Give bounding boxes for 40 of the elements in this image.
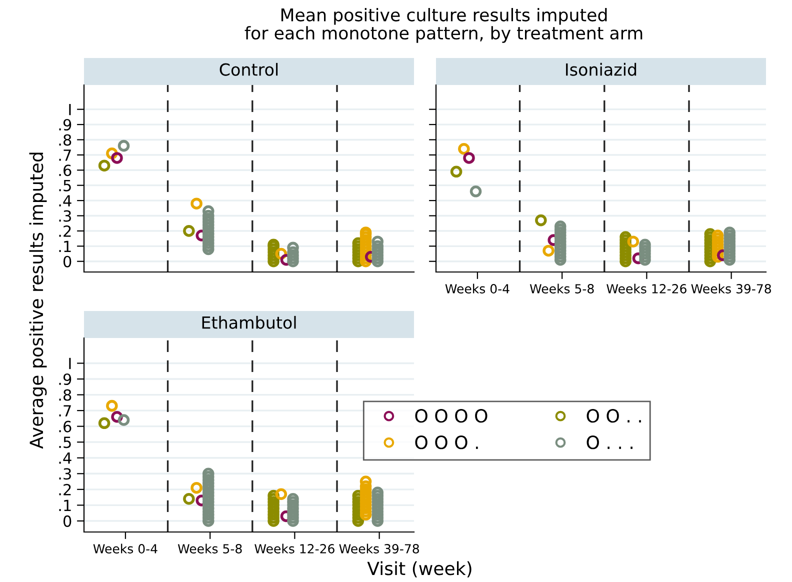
legend-label: O O . . <box>586 409 641 423</box>
x-tick-label: Weeks 0-4 <box>445 284 510 294</box>
y-tick-label: .1 <box>59 500 71 511</box>
y-tick-label: .6 <box>59 164 72 176</box>
legend-label: O O O . <box>415 436 478 450</box>
chart-title: Control <box>220 62 278 76</box>
y-tick-label: .6 <box>59 420 72 432</box>
y-tick-label: .3 <box>59 210 71 222</box>
chart-title: Isoniazid <box>566 62 636 76</box>
y-tick-label: I <box>69 104 71 116</box>
legend-label: O . . . <box>586 436 632 450</box>
y-tick-label: .8 <box>59 389 72 401</box>
x-tick-label: Weeks 39-78 <box>339 544 419 554</box>
x-tick-label: Weeks 39-78 <box>691 284 771 294</box>
x-tick-label: Weeks 0-4 <box>93 544 158 554</box>
text: Mean positive culture results imputed for each monotone pattern, by treatment arm <box>244 8 642 43</box>
y-tick-label: .3 <box>59 468 71 480</box>
legend-label: O O O O <box>415 409 488 423</box>
y-tick-label: .2 <box>59 225 71 237</box>
y-tick-label: .5 <box>59 180 71 192</box>
y-tick-label: .7 <box>59 405 71 416</box>
x-tick-label: Weeks 12-26 <box>254 544 334 554</box>
y-tick-label: .9 <box>59 373 72 386</box>
chart-title: Ethambutol <box>202 316 296 329</box>
y-tick-label: .7 <box>59 150 71 161</box>
x-tick-label: Weeks 5-8 <box>178 544 242 554</box>
x-tick-label: Weeks 5-8 <box>530 284 594 294</box>
y-tick-label: .1 <box>59 240 71 252</box>
y-tick-label: .4 <box>59 195 72 206</box>
y-tick-label: .5 <box>59 436 71 448</box>
y-tick-label: I <box>69 358 71 370</box>
y-tick-label: .4 <box>59 452 72 464</box>
x-axis-title: Visit (week) <box>367 561 472 578</box>
y-tick-label: 0 <box>63 256 72 268</box>
x-tick-label: Weeks 12-26 <box>606 284 686 294</box>
y-tick-label: .8 <box>59 134 72 146</box>
y-tick-label: .2 <box>59 484 71 496</box>
y-tick-label: .9 <box>59 118 72 131</box>
y-axis-title: Average positive results imputed <box>29 152 47 449</box>
y-tick-label: 0 <box>63 515 72 527</box>
